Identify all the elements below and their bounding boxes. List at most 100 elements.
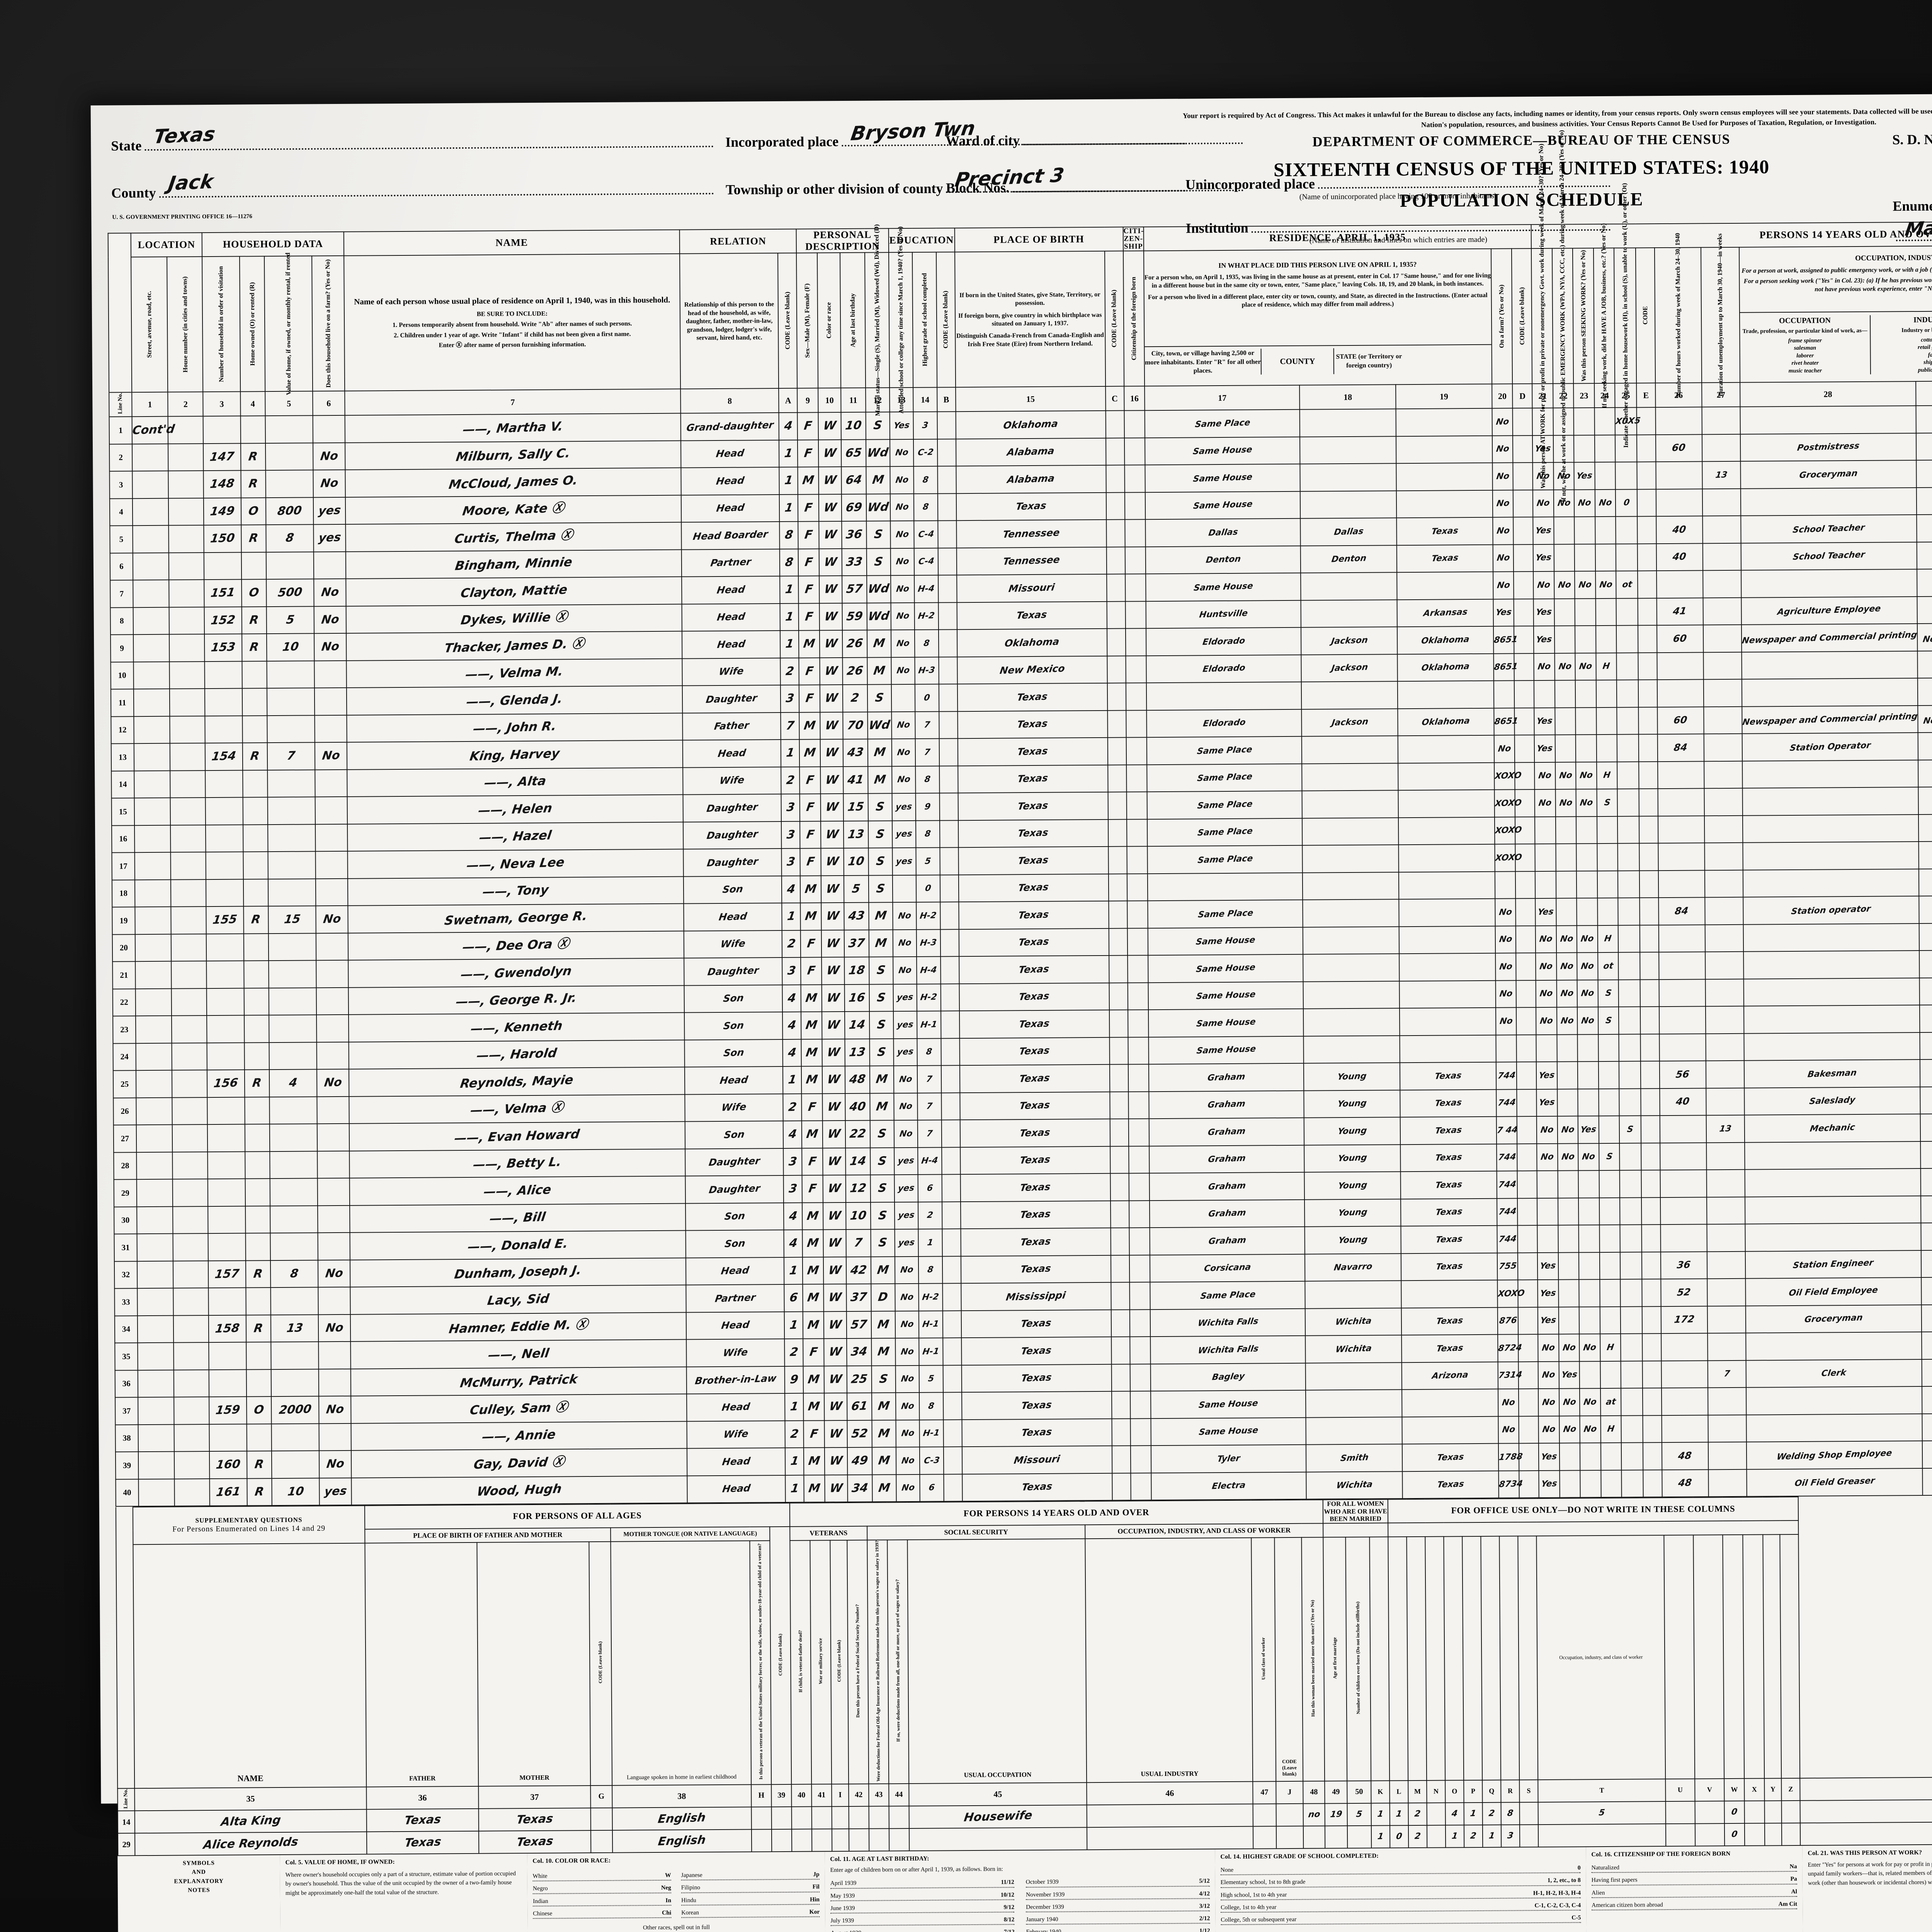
cell-farm[interactable]: No (314, 606, 346, 634)
cell-mar[interactable]: M (869, 1066, 894, 1094)
cell-res19[interactable]: Oklahoma (1398, 708, 1494, 736)
cell-mar[interactable]: S (871, 1229, 895, 1257)
cell-q26[interactable]: 40 (1656, 516, 1703, 544)
supp-cell-z[interactable] (1781, 1801, 1800, 1823)
cell-code[interactable]: 3 (783, 1148, 803, 1175)
cell-cit[interactable] (1128, 1119, 1150, 1146)
cell-birth[interactable]: New Mexico (957, 656, 1107, 684)
cell-color[interactable]: W (821, 957, 845, 985)
cell-ind[interactable] (1917, 568, 1932, 597)
cell-farm[interactable] (315, 715, 347, 743)
cell-code[interactable] (1519, 1389, 1539, 1416)
supp-cell-tongue[interactable]: English (612, 1829, 752, 1853)
cell-hh[interactable]: 153 (204, 634, 242, 662)
cell-q27[interactable] (1708, 1333, 1746, 1361)
cell-grade[interactable]: H-3 (916, 929, 940, 957)
cell-name[interactable]: ——, Helen (347, 794, 684, 824)
cell-grade[interactable]: H-4 (918, 1147, 942, 1175)
cell-q25[interactable] (1616, 625, 1638, 653)
cell-code[interactable] (943, 1419, 962, 1447)
cell-color[interactable]: W (824, 1338, 847, 1366)
cell-q23[interactable]: No (1575, 653, 1596, 680)
cell-mar[interactable]: S (868, 820, 892, 848)
cell-grade[interactable]: H-1 (917, 1011, 941, 1039)
cell-color[interactable]: W (820, 712, 843, 740)
cell-res19[interactable] (1398, 817, 1495, 845)
cell-code[interactable] (1641, 1088, 1660, 1116)
cell-own[interactable]: R (246, 1315, 271, 1342)
cell-q26[interactable]: 48 (1662, 1469, 1709, 1497)
cell-name[interactable]: ——, Martha V. (345, 413, 681, 443)
supp-cell-name[interactable]: Alice Reynolds (134, 1832, 367, 1856)
cell-q27[interactable] (1702, 543, 1741, 571)
cell-hh[interactable]: 159 (209, 1396, 247, 1424)
cell-farm[interactable]: No (319, 1450, 352, 1478)
cell-sch[interactable]: No (890, 493, 914, 521)
cell-rel[interactable]: Head (681, 467, 780, 495)
cell-code[interactable] (1641, 1225, 1661, 1252)
cell-val[interactable] (266, 551, 314, 580)
cell-sex[interactable]: F (799, 657, 820, 685)
cell-occ[interactable] (1743, 842, 1919, 870)
cell-q24[interactable] (1595, 544, 1616, 571)
supp-cell-codeg[interactable] (590, 1808, 612, 1831)
cell-res20[interactable]: No (1492, 408, 1513, 436)
cell-own[interactable]: O (241, 497, 266, 525)
cell-code[interactable] (1112, 1473, 1131, 1500)
cell-code[interactable] (1638, 680, 1657, 707)
cell-sex[interactable]: F (803, 1420, 825, 1448)
cell-occ[interactable] (1742, 787, 1918, 816)
cell-res19[interactable] (1398, 844, 1495, 872)
cell-res19[interactable] (1398, 680, 1494, 709)
cell-cit[interactable] (1124, 410, 1145, 438)
cell-own[interactable] (243, 933, 269, 961)
cell-grade[interactable]: H-2 (916, 902, 940, 930)
cell-q26[interactable]: 60 (1656, 625, 1704, 653)
cell-grade[interactable]: 6 (920, 1474, 944, 1502)
cell-sex[interactable]: M (801, 1066, 823, 1094)
cell-street[interactable] (134, 743, 170, 771)
cell-farm[interactable] (315, 769, 347, 797)
cell-code[interactable] (1517, 1062, 1537, 1089)
cell-q24[interactable] (1599, 1116, 1620, 1143)
cell-res18[interactable] (1300, 463, 1397, 492)
cell-q21[interactable]: Yes (1534, 626, 1555, 653)
cell-code[interactable]: 1 (780, 603, 799, 631)
cell-birth[interactable]: Texas (959, 928, 1109, 957)
cell-q26[interactable] (1656, 652, 1704, 680)
cell-val[interactable] (267, 769, 315, 798)
cell-q24[interactable] (1596, 707, 1617, 735)
cell-res17[interactable]: Graham (1149, 1090, 1304, 1119)
cell-farm[interactable] (318, 1232, 350, 1260)
cell-res18[interactable] (1306, 1389, 1402, 1418)
cell-age[interactable]: 70 (843, 712, 868, 740)
cell-code[interactable] (1517, 1089, 1537, 1117)
cell-grade[interactable]: 8 (915, 629, 939, 657)
cell-birth[interactable]: Texas (961, 1391, 1112, 1420)
supp-cell-mother[interactable]: Texas (478, 1808, 591, 1831)
cell-code[interactable] (1643, 1469, 1662, 1497)
cell-own[interactable] (244, 1015, 269, 1043)
cell-res19[interactable] (1402, 1389, 1498, 1417)
cell-code[interactable] (1111, 1228, 1129, 1255)
cell-birth[interactable]: Texas (962, 1473, 1112, 1502)
cell-res18[interactable] (1305, 1281, 1401, 1309)
cell-res17[interactable]: Huntsville (1146, 600, 1301, 629)
cell-cit[interactable] (1125, 601, 1146, 629)
cell-house[interactable] (169, 580, 204, 607)
cell-color[interactable]: W (821, 984, 845, 1012)
cell-q22[interactable] (1554, 680, 1576, 708)
cell-code[interactable] (1513, 490, 1533, 517)
cell-age[interactable]: 18 (844, 957, 869, 985)
cell-val[interactable]: 7 (267, 742, 315, 770)
cell-q27[interactable] (1702, 406, 1740, 434)
cell-sex[interactable]: M (799, 630, 820, 658)
cell-age[interactable]: 34 (846, 1338, 872, 1366)
cell-val[interactable] (267, 660, 315, 689)
cell-code[interactable]: 2 (784, 1338, 804, 1366)
cell-code[interactable] (1517, 1198, 1537, 1226)
cell-q21[interactable]: Yes (1538, 1307, 1559, 1335)
cell-res19[interactable]: Texas (1400, 1089, 1497, 1117)
supp-cell-occ[interactable] (909, 1827, 1087, 1851)
cell-mar[interactable]: S (871, 1365, 896, 1393)
